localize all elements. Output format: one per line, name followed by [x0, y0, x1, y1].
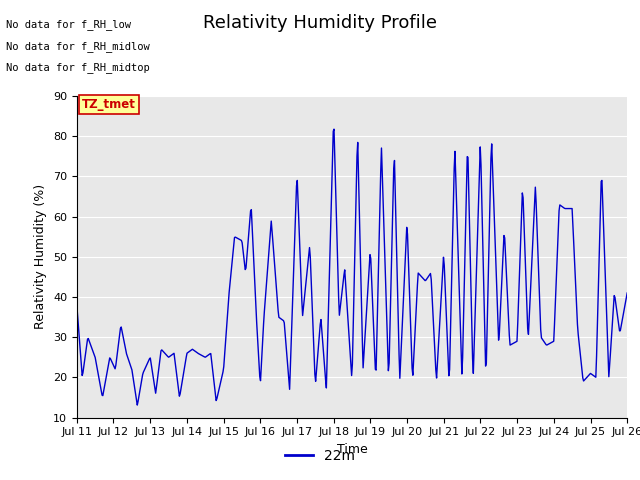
- Text: No data for f_RH_midlow: No data for f_RH_midlow: [6, 41, 150, 52]
- Text: No data for f_RH_low: No data for f_RH_low: [6, 19, 131, 30]
- Text: TZ_tmet: TZ_tmet: [83, 98, 136, 111]
- Text: No data for f_RH_midtop: No data for f_RH_midtop: [6, 62, 150, 73]
- X-axis label: Time: Time: [337, 443, 367, 456]
- Y-axis label: Relativity Humidity (%): Relativity Humidity (%): [35, 184, 47, 329]
- Legend: 22m: 22m: [280, 443, 360, 468]
- Text: Relativity Humidity Profile: Relativity Humidity Profile: [203, 14, 437, 33]
